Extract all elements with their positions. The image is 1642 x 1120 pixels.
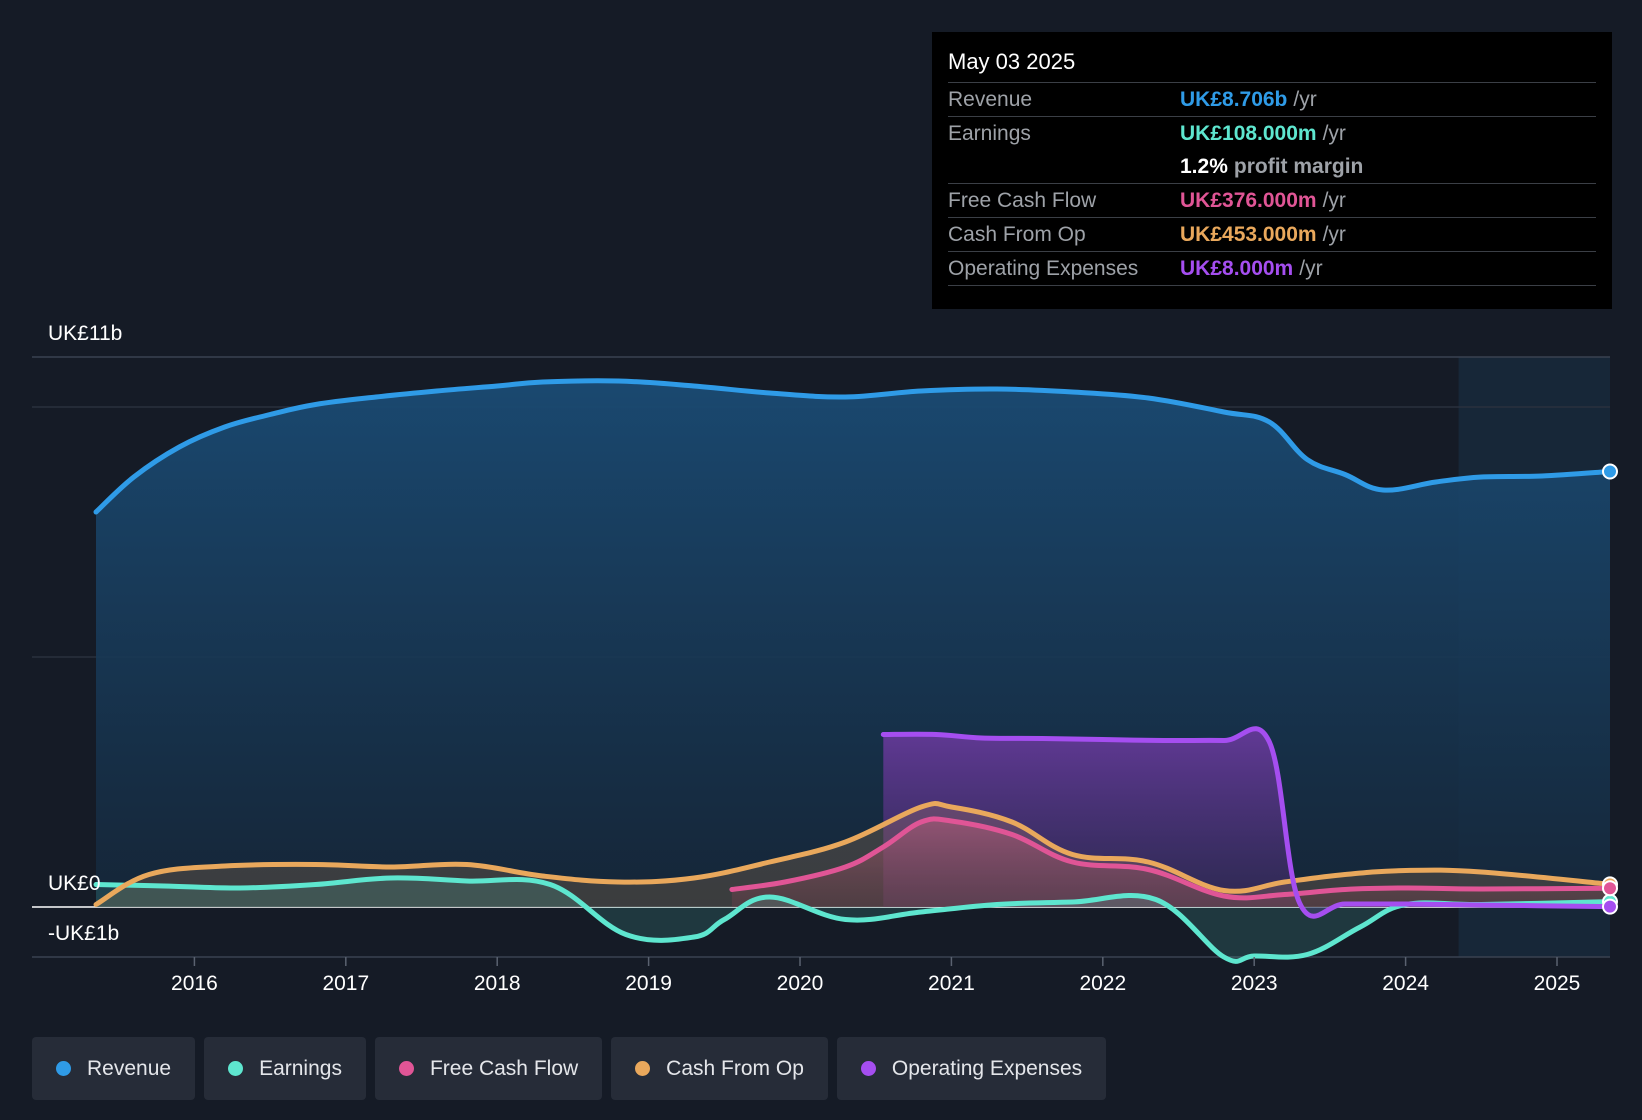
- tooltip-value: 1.2%: [1180, 155, 1228, 178]
- free-cash-flow-endpoint: [1602, 880, 1618, 897]
- x-tick-label: 2017: [322, 972, 369, 995]
- tooltip-unit: /yr: [1322, 122, 1346, 145]
- tooltip-row-operating-expenses: Operating Expenses UK£8.000m /yr: [948, 251, 1596, 286]
- tooltip-row-revenue: Revenue UK£8.706b /yr: [948, 82, 1596, 116]
- legend: Revenue Earnings Free Cash Flow Cash Fro…: [32, 1037, 1107, 1100]
- operating-expenses-endpoint: [1602, 898, 1618, 915]
- legend-item-cash-from-op[interactable]: Cash From Op: [611, 1037, 828, 1100]
- tooltip-label: Revenue: [948, 88, 1033, 111]
- series-endpoints: [1602, 463, 1618, 915]
- cash-from-op-line: [93, 801, 1613, 907]
- series-areas: [96, 380, 1610, 962]
- tooltip-panel: May 03 2025 Revenue UK£8.706b /yr Earnin…: [932, 32, 1612, 309]
- legend-dot-icon: [860, 1061, 876, 1076]
- tooltip-value: UK£453.000m: [1180, 223, 1317, 246]
- legend-dot-icon: [635, 1061, 651, 1076]
- legend-label: Earnings: [259, 1056, 342, 1080]
- x-tick-label: 2016: [171, 972, 218, 995]
- legend-item-earnings[interactable]: Earnings: [204, 1037, 366, 1100]
- free-cash-flow-area: [731, 818, 1610, 907]
- legend-item-free-cash-flow[interactable]: Free Cash Flow: [374, 1037, 603, 1100]
- tooltip-unit: profit margin: [1233, 155, 1364, 178]
- legend-item-operating-expenses[interactable]: Operating Expenses: [836, 1037, 1107, 1100]
- tooltip-row-free-cash-flow: Free Cash Flow UK£376.000m /yr: [948, 183, 1596, 217]
- x-tick-label: 2019: [625, 972, 672, 995]
- free-cash-flow-line: [729, 816, 1613, 901]
- legend-dot-icon: [228, 1061, 244, 1076]
- y-label-bottom: -UK£1b: [48, 922, 119, 945]
- tooltip-value: UK£8.000m: [1180, 257, 1294, 280]
- earnings-line: [93, 875, 1613, 964]
- legend-dot-icon: [56, 1061, 71, 1076]
- tooltip-row-profit-margin: 1.2% profit margin: [948, 150, 1596, 183]
- x-axis-ticks: 2016 2017 2018 2019 2020 2021 2022 2023 2024 2025: [171, 957, 1580, 995]
- tooltip-label: Free Cash Flow: [948, 189, 1097, 212]
- y-label-zero: UK£0: [48, 872, 101, 895]
- tooltip-row-cash-from-op: Cash From Op UK£453.000m /yr: [948, 217, 1596, 251]
- y-label-top: UK£11b: [48, 322, 122, 345]
- revenue-line: [93, 378, 1613, 515]
- financial-chart: 2016 2017 2018 2019 2020 2021 2022 2023 2024 2025…: [32, 322, 1618, 995]
- tooltip-unit: /yr: [1322, 189, 1346, 212]
- x-tick-label: 2025: [1534, 972, 1581, 995]
- x-tick-label: 2024: [1382, 972, 1429, 995]
- tooltip-unit: /yr: [1293, 88, 1317, 111]
- tooltip-label: Operating Expenses: [948, 257, 1139, 280]
- tooltip-unit: /yr: [1299, 257, 1323, 280]
- legend-dot-icon: [398, 1061, 414, 1076]
- tooltip-label: [948, 150, 1180, 183]
- x-tick-label: 2018: [474, 972, 521, 995]
- tooltip-value: UK£8.706b: [1180, 88, 1288, 111]
- x-tick-label: 2021: [928, 972, 975, 995]
- x-tick-label: 2020: [777, 972, 824, 995]
- series-lines: [93, 378, 1613, 964]
- legend-label: Free Cash Flow: [429, 1056, 579, 1080]
- x-tick-label: 2023: [1231, 972, 1278, 995]
- tooltip-value: UK£376.000m: [1180, 189, 1317, 212]
- operating-expenses-line: [880, 726, 1613, 919]
- revenue-endpoint: [1602, 463, 1618, 480]
- revenue-area: [96, 380, 1610, 907]
- x-tick-label: 2022: [1079, 972, 1126, 995]
- tooltip-unit: /yr: [1322, 223, 1346, 246]
- tooltip-row-earnings: Earnings UK£108.000m /yr: [948, 116, 1596, 150]
- legend-label: Operating Expenses: [891, 1056, 1083, 1080]
- tooltip-label: Cash From Op: [948, 223, 1086, 246]
- legend-item-revenue[interactable]: Revenue: [32, 1037, 196, 1100]
- tooltip-value: UK£108.000m: [1180, 122, 1317, 145]
- legend-label: Cash From Op: [666, 1056, 804, 1080]
- tooltip-label: Earnings: [948, 122, 1031, 145]
- legend-label: Revenue: [87, 1056, 172, 1080]
- tooltip-date: May 03 2025: [948, 49, 1076, 74]
